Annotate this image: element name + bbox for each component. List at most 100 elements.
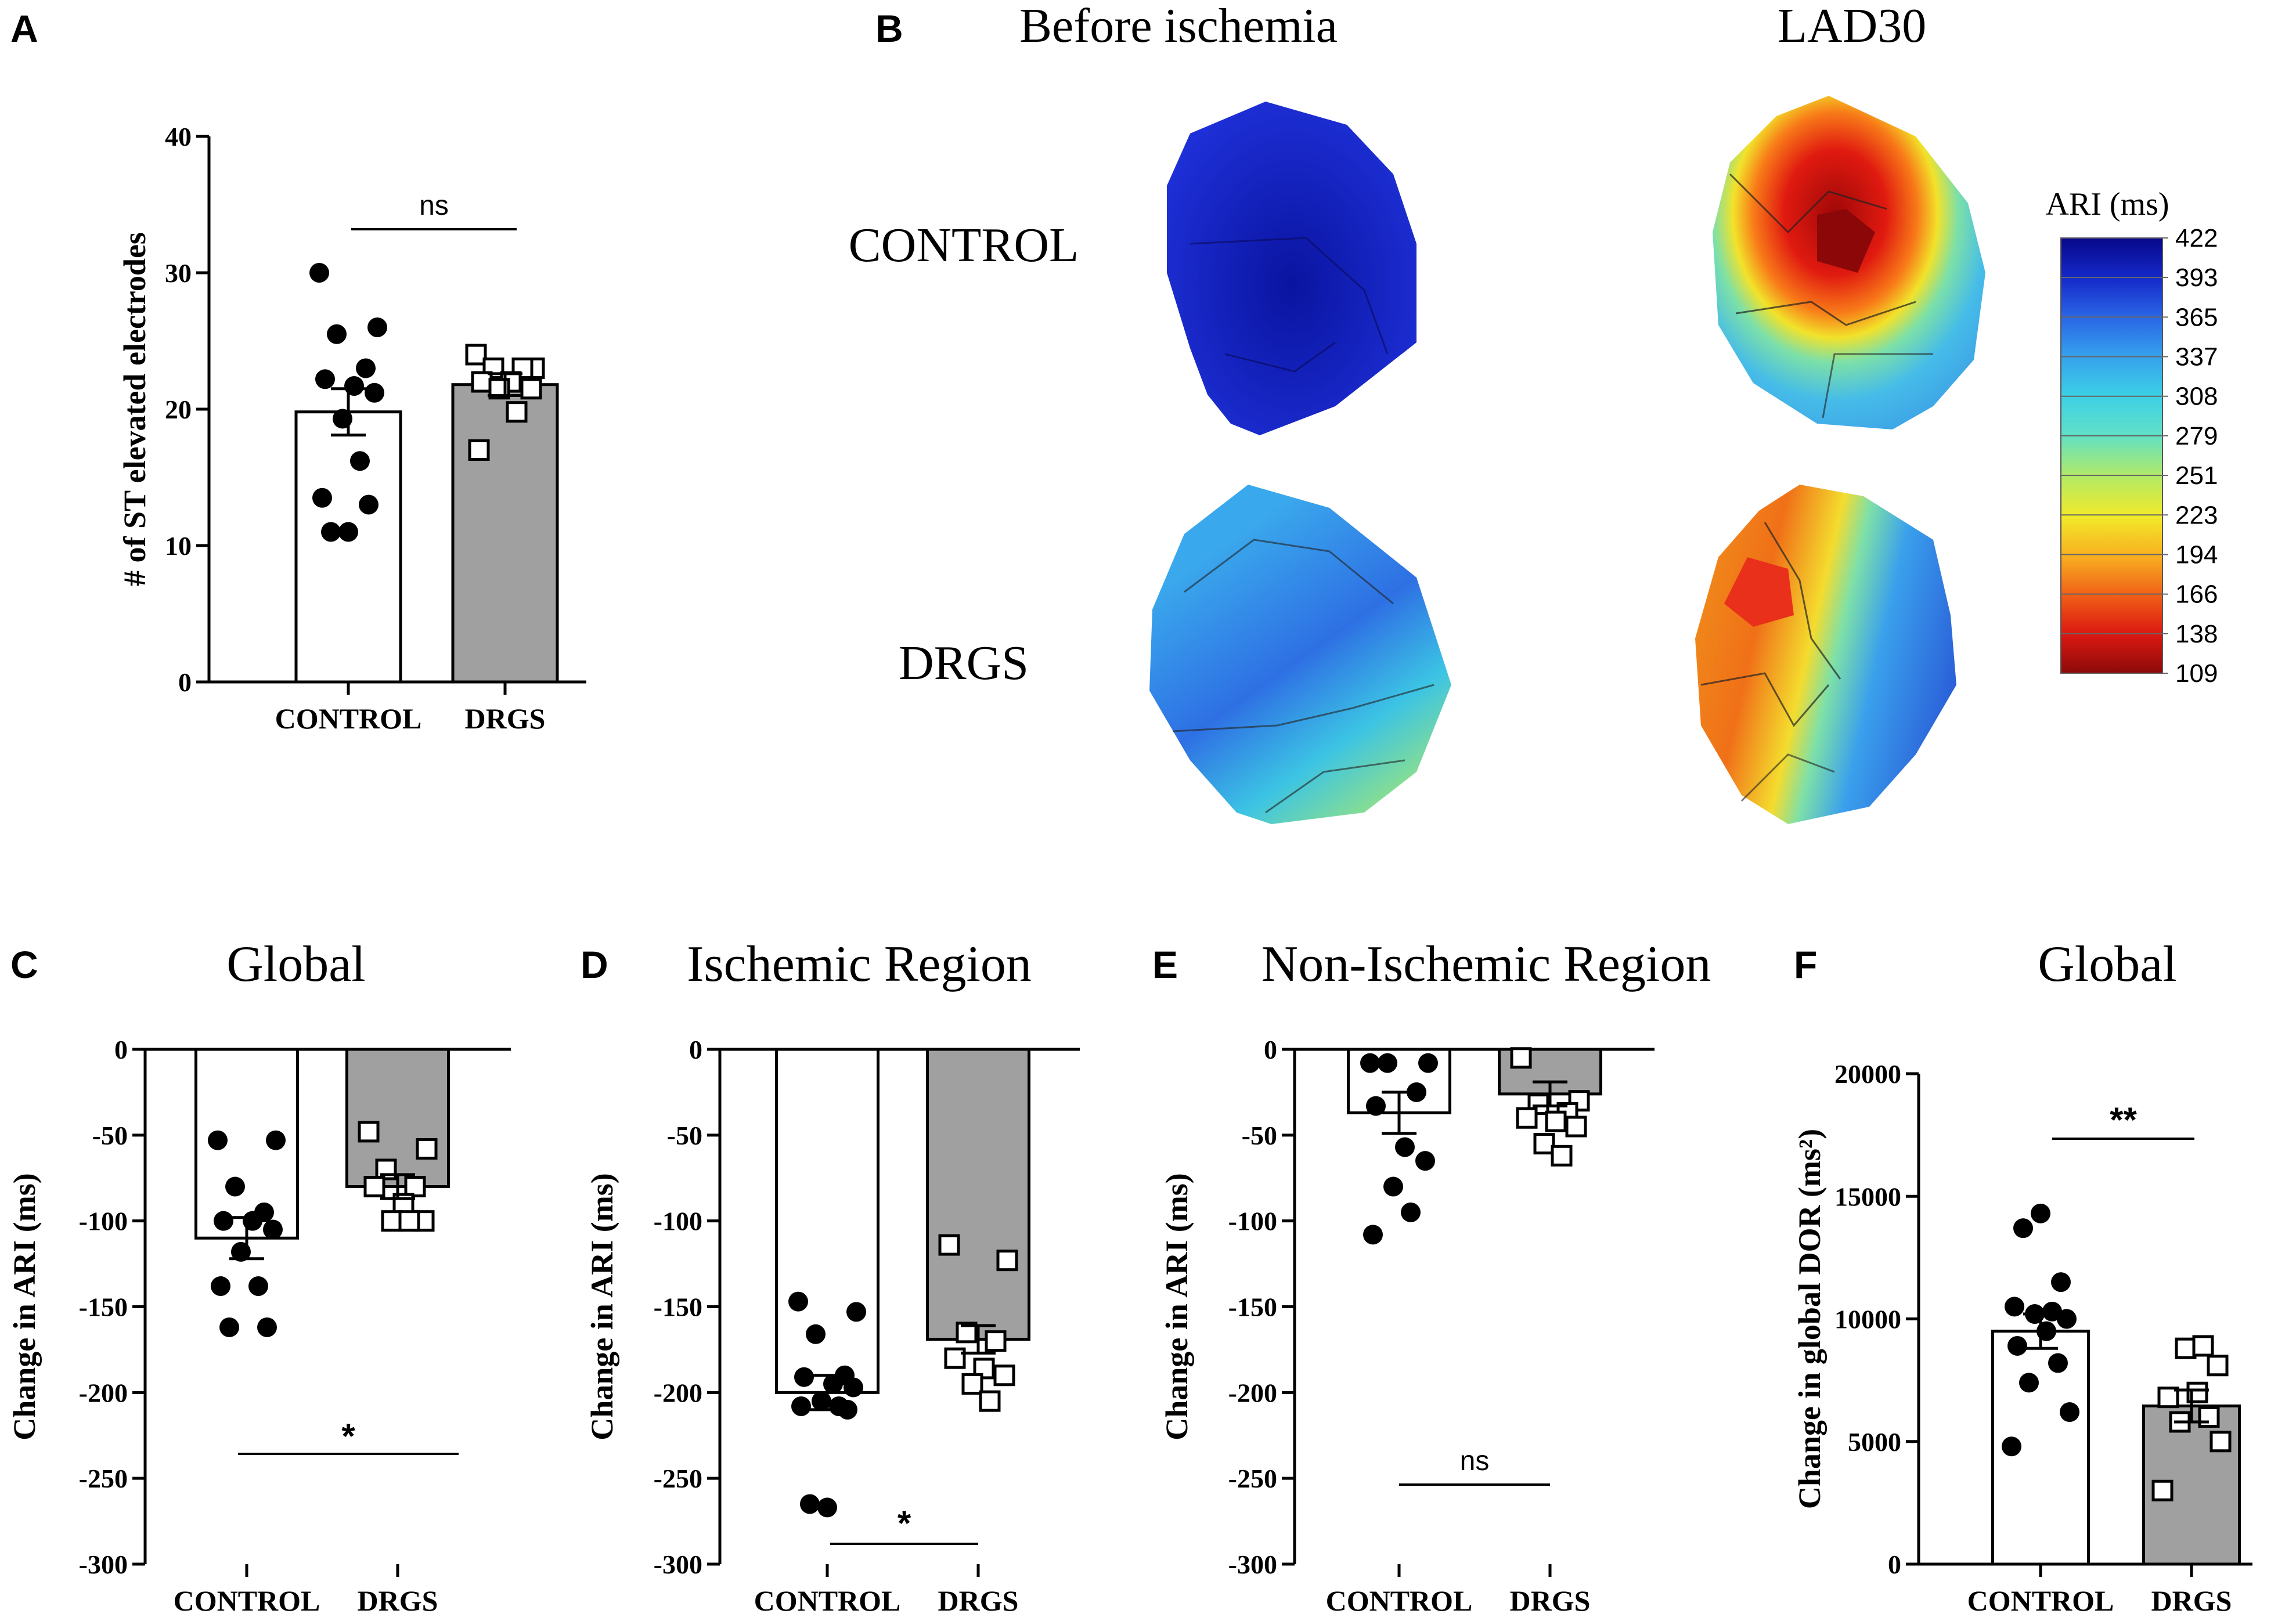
- data-point-drgs: [938, 1234, 960, 1256]
- data-point-control: [1415, 1151, 1435, 1171]
- colorbar-title: ARI (ms): [2045, 186, 2169, 222]
- panel-label-a: A: [10, 7, 38, 50]
- data-point-drgs: [416, 1138, 438, 1160]
- data-point-drgs: [2210, 1431, 2232, 1453]
- panel-f-global-dor-chart: Global 0 5000 10000 15000 20000 Change in glob…: [1792, 936, 2252, 1617]
- y-tick-label: 0: [178, 667, 192, 697]
- data-point-control: [2042, 1301, 2062, 1322]
- data-point-control: [359, 494, 379, 515]
- data-point-drgs: [1551, 1145, 1573, 1167]
- data-point-drgs: [996, 1250, 1018, 1272]
- data-point-control: [1395, 1137, 1415, 1157]
- y-tick-label: -300: [79, 1550, 128, 1579]
- y-tick-label: -50: [92, 1121, 128, 1150]
- data-point-control: [1363, 1225, 1383, 1245]
- data-point-drgs: [1533, 1133, 1555, 1155]
- data-point-control: [817, 1497, 837, 1518]
- data-point-drgs: [2175, 1337, 2197, 1359]
- y-axis-label: Change in ARI (ms): [7, 1173, 42, 1441]
- x-tick-label: CONTROL: [275, 702, 422, 735]
- y-axis-label: # of ST elevated electrodes: [117, 232, 152, 586]
- data-point-control: [1360, 1053, 1380, 1073]
- data-point-drgs: [985, 1330, 1007, 1352]
- data-point-control: [327, 324, 347, 344]
- bar-control: [294, 410, 402, 684]
- y-tick-label: -200: [79, 1378, 128, 1407]
- data-point-drgs: [2207, 1355, 2229, 1377]
- colorbar: ARI (ms) 422 393 365 337 308 279 251 223 194 166 1…: [2045, 186, 2218, 688]
- data-point-control: [312, 488, 332, 508]
- data-point-control: [214, 1211, 233, 1231]
- chart-title: Global: [226, 936, 366, 992]
- data-point-control: [1418, 1053, 1438, 1073]
- colorbar-tick-label: 109: [2175, 659, 2218, 688]
- y-tick-label: -300: [654, 1550, 702, 1579]
- data-point-drgs: [2198, 1406, 2220, 1428]
- y-tick-label: -50: [667, 1121, 702, 1150]
- significance-label: **: [2110, 1100, 2137, 1139]
- significance-label: ns: [419, 190, 449, 221]
- y-tick-label: 10: [165, 531, 192, 561]
- data-point-control: [794, 1367, 814, 1387]
- panel-b-heatmaps: Before ischemia LAD30 CONTROL DRGS: [849, 0, 2218, 824]
- data-point-control: [248, 1276, 268, 1297]
- chart-title: Global: [2038, 936, 2177, 992]
- colorbar-gradient: [2060, 237, 2163, 674]
- colorbar-tick-label: 308: [2175, 382, 2218, 411]
- y-tick-label: -300: [1228, 1550, 1277, 1579]
- panel-e-nonischemic-ari-chart: Non-Ischemic Region 0 -50 -100 -150 -200 -250 -…: [1159, 936, 1711, 1617]
- colorbar-tick-label: 251: [2175, 461, 2218, 490]
- y-tick-label: -100: [79, 1207, 128, 1236]
- data-point-drgs: [358, 1121, 380, 1143]
- bar-drgs: [345, 1048, 450, 1189]
- data-point-drgs: [363, 1176, 385, 1198]
- x-tick-label: DRGS: [1510, 1584, 1591, 1617]
- data-point-control: [350, 451, 370, 471]
- data-point-drgs: [506, 401, 528, 423]
- y-tick-label: -100: [1228, 1207, 1277, 1236]
- y-tick-label: -200: [654, 1378, 702, 1407]
- colorbar-tick-label: 194: [2175, 540, 2218, 569]
- y-tick-label: -250: [1228, 1464, 1277, 1493]
- y-tick-label: 0: [689, 1035, 702, 1064]
- data-point-control: [2031, 1203, 2050, 1223]
- data-point-drgs: [465, 344, 487, 366]
- data-point-control: [225, 1176, 245, 1197]
- y-tick-label: -150: [654, 1293, 702, 1322]
- y-axis-label: Change in ARI (ms): [585, 1173, 619, 1441]
- bar-drgs: [926, 1048, 1030, 1341]
- data-point-control: [315, 369, 335, 389]
- data-point-drgs: [961, 1373, 983, 1395]
- panel-label-c: C: [10, 943, 38, 986]
- data-point-control: [211, 1276, 230, 1297]
- colorbar-tick-label: 138: [2175, 620, 2218, 648]
- bar-drgs: [451, 383, 559, 684]
- panel-label-b: B: [875, 7, 903, 50]
- y-tick-label: 20000: [1834, 1059, 1901, 1089]
- y-tick-label: -50: [1242, 1121, 1277, 1150]
- data-point-control: [2051, 1272, 2071, 1293]
- panel-label-f: F: [1794, 943, 1817, 986]
- data-point-control: [838, 1399, 857, 1420]
- heatmap-control-lad30: [1713, 96, 1985, 429]
- data-point-drgs: [2151, 1479, 2174, 1501]
- data-point-control: [338, 522, 358, 542]
- significance-label: *: [341, 1417, 355, 1456]
- data-point-control: [257, 1317, 277, 1337]
- data-point-drgs: [979, 1390, 1001, 1412]
- data-point-control: [367, 317, 387, 337]
- x-tick-label: CONTROL: [1967, 1584, 2114, 1617]
- heatmap-row-label-control: CONTROL: [849, 218, 1079, 272]
- data-point-control: [806, 1324, 826, 1344]
- x-tick-label: CONTROL: [754, 1584, 901, 1617]
- data-point-drgs: [471, 371, 493, 393]
- x-tick-label: CONTROL: [1326, 1584, 1473, 1617]
- y-tick-label: -150: [79, 1293, 128, 1322]
- data-point-drgs: [1527, 1093, 1549, 1115]
- panel-label-d: D: [581, 943, 608, 986]
- colorbar-tick-label: 337: [2175, 343, 2218, 371]
- y-tick-label: 15000: [1834, 1182, 1901, 1211]
- data-point-control: [2005, 1297, 2024, 1317]
- data-point-control: [266, 1130, 286, 1150]
- y-tick-label: 10000: [1834, 1305, 1901, 1334]
